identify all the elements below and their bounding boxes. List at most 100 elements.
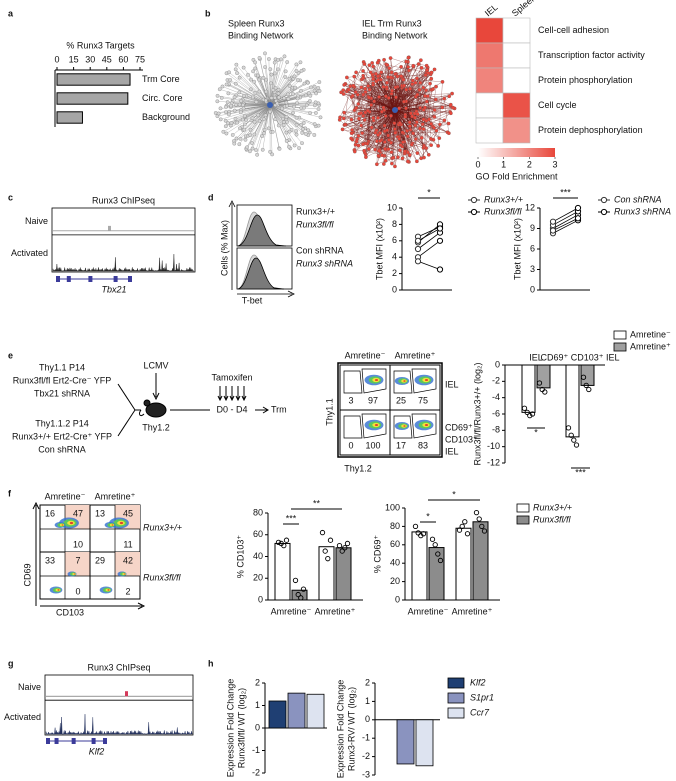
network-node bbox=[244, 118, 249, 122]
network-edge bbox=[394, 109, 410, 123]
colorbar-tick-label: 0 bbox=[475, 159, 480, 169]
network-edge bbox=[373, 79, 396, 111]
y-tick-label: 60 bbox=[253, 529, 263, 539]
network-node bbox=[351, 83, 356, 88]
network-node bbox=[408, 87, 412, 91]
y-tick-label: 0 bbox=[530, 284, 535, 294]
network-edge bbox=[394, 85, 405, 111]
network-node bbox=[414, 137, 418, 141]
network-node bbox=[268, 109, 272, 114]
network-node bbox=[261, 117, 266, 121]
network-node bbox=[393, 72, 398, 76]
network-node bbox=[421, 127, 426, 131]
flow-column-label: Amretine⁺ bbox=[95, 491, 136, 501]
network-edge bbox=[345, 109, 396, 125]
network-node bbox=[417, 88, 422, 92]
network-node bbox=[312, 122, 317, 126]
y-tick-label: 20 bbox=[253, 573, 263, 583]
category-label: IEL bbox=[529, 352, 543, 362]
network-node bbox=[389, 113, 393, 118]
network-edge bbox=[250, 104, 271, 130]
flow-percent: 7 bbox=[75, 555, 80, 565]
gene-exon bbox=[54, 738, 59, 744]
network-node bbox=[267, 57, 271, 61]
network-node bbox=[242, 127, 247, 132]
network-node bbox=[224, 110, 228, 114]
network-node bbox=[416, 62, 421, 66]
network-node bbox=[285, 119, 289, 124]
network-node bbox=[260, 134, 265, 138]
network-edge bbox=[394, 88, 411, 111]
axis-arrow bbox=[287, 290, 295, 298]
network-node bbox=[397, 136, 402, 141]
network-node bbox=[419, 136, 424, 140]
network-edge bbox=[383, 80, 413, 108]
network-node bbox=[237, 75, 242, 80]
y-tick-label: -2 bbox=[362, 751, 370, 761]
category-label: CD69⁺ CD103⁺ IEL bbox=[540, 352, 619, 362]
network-edge bbox=[394, 72, 432, 111]
network-node bbox=[356, 102, 361, 106]
network-node bbox=[384, 94, 388, 99]
network-title: Binding Network bbox=[362, 30, 428, 40]
network-node bbox=[375, 162, 379, 167]
network-node bbox=[424, 63, 429, 68]
data-point bbox=[300, 586, 307, 592]
network-node bbox=[369, 125, 374, 130]
network-node bbox=[243, 137, 248, 142]
flow-frame bbox=[337, 362, 443, 458]
y-axis-label: Tbet MFI (x10²) bbox=[512, 218, 522, 280]
y-tick-label: 2 bbox=[392, 268, 397, 278]
network-node bbox=[287, 76, 292, 81]
pair-line bbox=[417, 260, 441, 270]
network-node bbox=[304, 93, 308, 98]
network-edge bbox=[416, 78, 426, 121]
network-node bbox=[309, 85, 313, 90]
network-node bbox=[431, 87, 435, 91]
data-point bbox=[536, 380, 543, 386]
network-node bbox=[367, 95, 371, 100]
network-node bbox=[295, 78, 300, 82]
network-node bbox=[318, 115, 323, 120]
network-node bbox=[398, 148, 402, 153]
y-tick-label: 1 bbox=[365, 696, 370, 706]
network-edge bbox=[374, 93, 392, 102]
bar bbox=[56, 73, 131, 86]
y-tick-label: 100 bbox=[385, 502, 400, 512]
network-node bbox=[346, 87, 351, 92]
flow-percent: 0 bbox=[348, 440, 353, 450]
network-node bbox=[348, 84, 353, 89]
network-node bbox=[426, 71, 431, 75]
network-node bbox=[269, 81, 273, 86]
network-node bbox=[256, 113, 260, 118]
network-edge bbox=[376, 68, 390, 142]
pair-line bbox=[552, 207, 579, 223]
y-axis-label: Cells (% Max) bbox=[219, 220, 229, 276]
host-label: Thy1.2 bbox=[142, 422, 170, 432]
network-node bbox=[266, 126, 271, 131]
track-frame bbox=[44, 674, 194, 736]
network-edge bbox=[234, 97, 271, 106]
network-node bbox=[367, 87, 372, 92]
gene-exon bbox=[71, 738, 76, 744]
y-tick-label: 80 bbox=[390, 521, 400, 531]
network-node bbox=[421, 85, 426, 90]
network-node bbox=[268, 149, 272, 154]
gene-exon bbox=[56, 276, 60, 282]
flow-gate bbox=[411, 413, 437, 439]
gene-exon bbox=[88, 276, 93, 282]
network-node bbox=[253, 60, 257, 65]
network-node bbox=[447, 131, 451, 136]
network-node bbox=[366, 147, 371, 151]
network-edge bbox=[358, 109, 396, 119]
y-tick-label: -2 bbox=[252, 767, 260, 777]
network-node bbox=[220, 84, 225, 89]
flow-percent: 25 bbox=[396, 395, 406, 405]
network-node bbox=[316, 86, 321, 90]
network-node bbox=[440, 105, 445, 110]
network-node bbox=[281, 116, 285, 121]
network-node bbox=[285, 103, 289, 108]
network-node bbox=[354, 70, 358, 75]
network-node bbox=[287, 84, 292, 88]
network-node bbox=[292, 104, 296, 109]
